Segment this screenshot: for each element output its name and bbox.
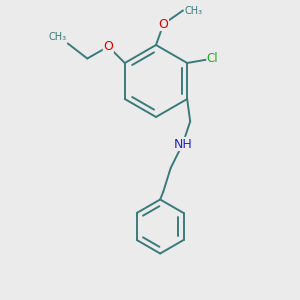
Text: NH: NH <box>173 137 192 151</box>
Text: Cl: Cl <box>207 52 218 65</box>
Text: O: O <box>103 40 113 53</box>
Text: CH₃: CH₃ <box>48 32 66 42</box>
Text: CH₃: CH₃ <box>184 5 202 16</box>
Text: O: O <box>159 17 168 31</box>
